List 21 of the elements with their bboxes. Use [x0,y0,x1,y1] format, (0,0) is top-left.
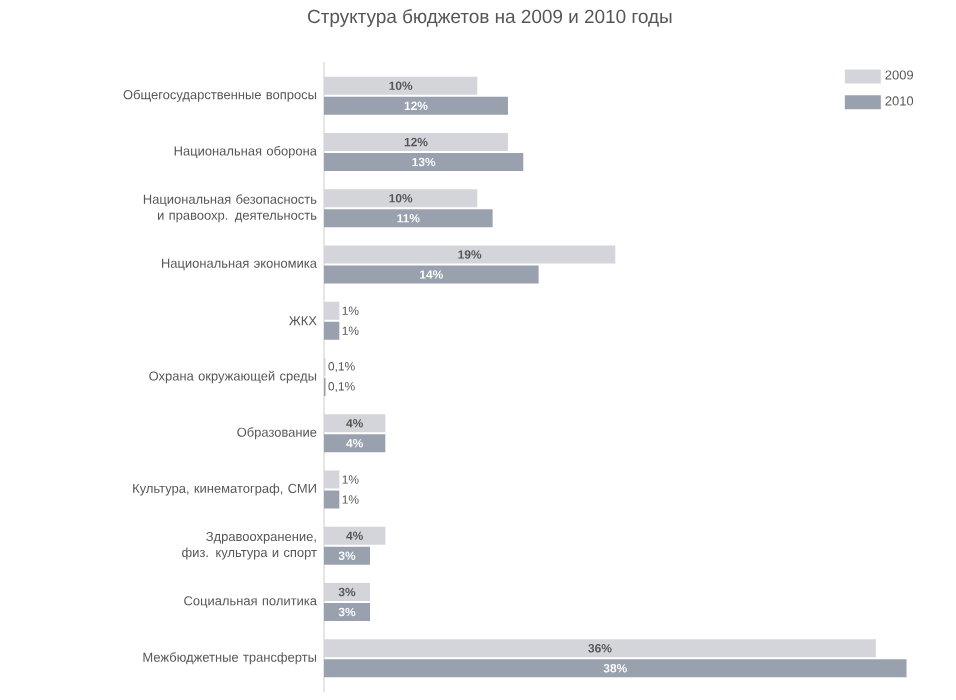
bar [324,96,508,115]
bar [324,470,340,489]
bar [324,583,370,602]
bar [324,526,386,545]
bar [324,414,386,433]
bar [324,76,478,95]
bar [324,603,370,622]
bar [324,639,876,658]
bar [324,209,493,228]
bar [324,265,539,284]
bar [324,245,616,264]
bar [324,490,340,509]
bar [324,153,524,171]
bar [324,133,508,151]
bar [324,321,340,340]
bar [324,546,370,565]
bar [324,301,340,320]
bar [324,434,386,453]
bar [324,189,478,208]
bar [324,659,907,678]
chart-title: Структура бюджетов на 2009 и 2010 годы [308,9,672,27]
